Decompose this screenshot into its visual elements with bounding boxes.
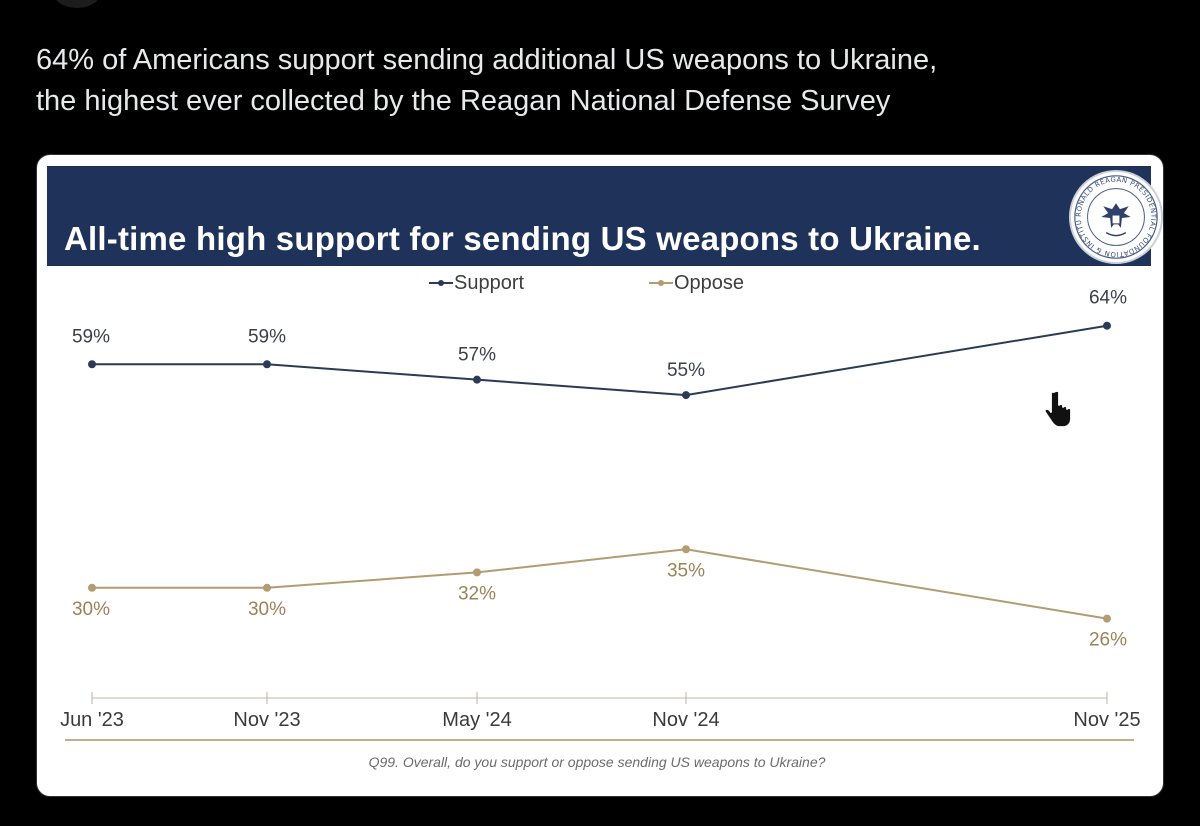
oppose-data-label: 26% bbox=[1089, 630, 1127, 651]
post-text-line-1: 64% of Americans support sending additio… bbox=[36, 44, 938, 76]
post-text: 64% of Americans support sending additio… bbox=[36, 40, 1166, 122]
legend-marker-support bbox=[438, 280, 444, 286]
oppose-data-point bbox=[88, 583, 96, 592]
support-data-point bbox=[473, 375, 481, 384]
support-data-label: 57% bbox=[458, 345, 496, 366]
survey-question-footnote: Q99. Overall, do you support or oppose s… bbox=[369, 754, 826, 770]
post-text-line-2: the highest ever collected by the Reagan… bbox=[36, 85, 891, 117]
oppose-data-point bbox=[263, 583, 271, 592]
hand-pointer-icon bbox=[1045, 390, 1072, 428]
support-data-label: 59% bbox=[72, 326, 110, 347]
legend-marker-oppose bbox=[658, 280, 664, 286]
oppose-data-point bbox=[1103, 614, 1111, 623]
avatar[interactable] bbox=[52, 0, 102, 8]
eagle-seal-icon: RONALD REAGAN PRESIDENTIAL FOUNDATION & … bbox=[1067, 168, 1163, 265]
x-tick-label: Nov '24 bbox=[652, 709, 719, 731]
oppose-data-label: 35% bbox=[667, 560, 705, 581]
support-data-label: 55% bbox=[667, 360, 705, 381]
oppose-data-point bbox=[682, 545, 690, 554]
chart-image-card[interactable]: All-time high support for sending US wea… bbox=[36, 154, 1164, 797]
support-data-point bbox=[682, 391, 690, 400]
chart-title: All-time high support for sending US wea… bbox=[64, 220, 981, 257]
x-tick-label: May '24 bbox=[442, 709, 511, 731]
oppose-data-label: 30% bbox=[72, 599, 110, 620]
support-data-label: 64% bbox=[1089, 288, 1127, 309]
oppose-data-label: 32% bbox=[458, 583, 496, 604]
legend-label-support: Support bbox=[454, 272, 524, 294]
support-data-point bbox=[1103, 321, 1111, 330]
x-tick-label: Jun '23 bbox=[60, 709, 124, 731]
line-chart: Support Oppose Jun '23 Nov '23 May '24 Nov '2… bbox=[60, 272, 1141, 770]
x-tick-label: Nov '25 bbox=[1073, 709, 1140, 731]
support-data-point bbox=[88, 360, 96, 369]
x-tick-label: Nov '23 bbox=[233, 709, 300, 731]
oppose-data-point bbox=[473, 568, 481, 577]
support-series-line bbox=[92, 324, 1108, 397]
oppose-series-line bbox=[92, 548, 1108, 620]
chart-banner: All-time high support for sending US wea… bbox=[47, 166, 1163, 266]
oppose-data-label: 30% bbox=[248, 599, 286, 620]
legend-label-oppose: Oppose bbox=[674, 272, 744, 294]
support-data-label: 59% bbox=[248, 326, 286, 347]
support-data-point bbox=[263, 360, 271, 369]
